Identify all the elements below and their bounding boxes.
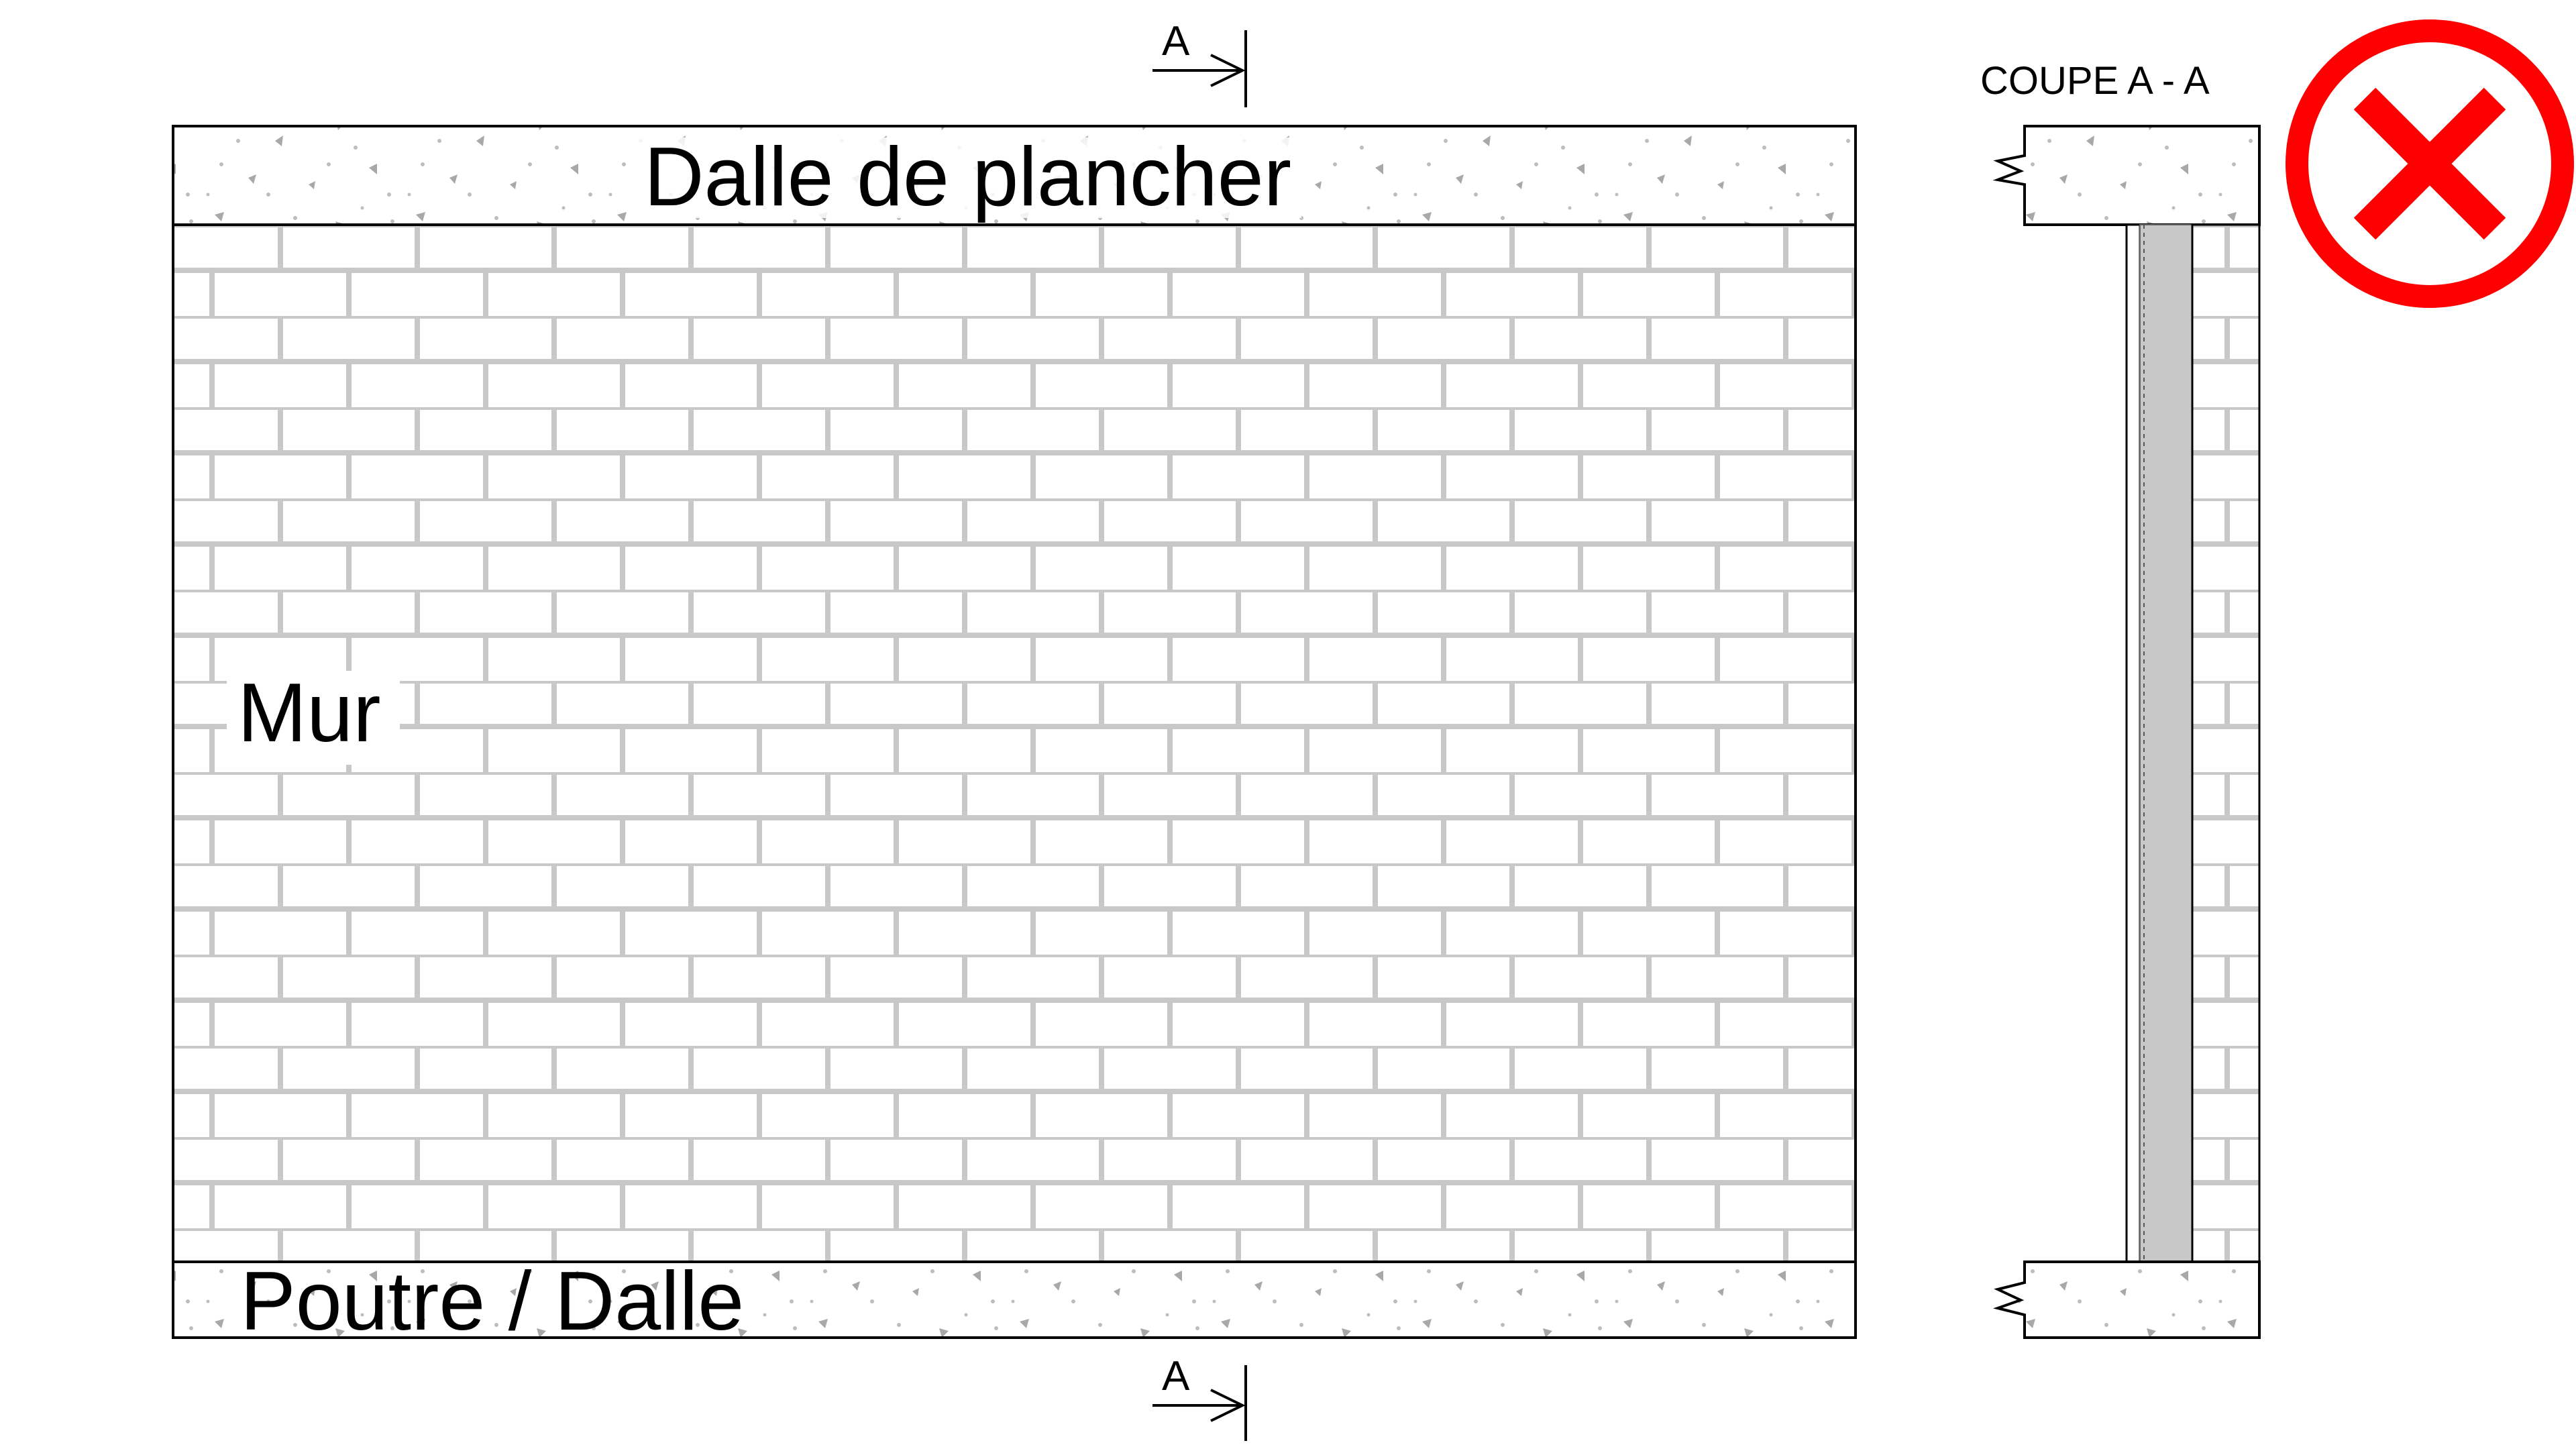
wall-label: Mur [237, 667, 381, 759]
elevation-view: Dalle de plancher Mur Poutre / Dalle [172, 125, 1857, 1348]
floor-slab-label: Dalle de plancher [644, 131, 1291, 223]
slab-label-mask [637, 138, 1301, 218]
error-cross-icon [2286, 19, 2574, 308]
section-mark-bottom-letter: A [1162, 1353, 1190, 1399]
section-mark-top-letter: A [1162, 18, 1190, 64]
wall-label-mask [227, 671, 400, 765]
section-top-slab [1992, 125, 2261, 226]
section-brick [2191, 223, 2261, 1263]
beam-slab [172, 1260, 1857, 1339]
brick-wall [172, 223, 1857, 1263]
section-marker-top: A [1152, 18, 1247, 107]
section-bottom-slab [1993, 1260, 2261, 1339]
section-marker-bottom: A [1152, 1353, 1247, 1441]
section-insulation [2139, 224, 2193, 1263]
section-title: COUPE A - A [1980, 59, 2210, 103]
section-plaster-line [2125, 223, 2141, 1263]
section-view: COUPE A - A [1980, 59, 2261, 1339]
beam-slab-label: Poutre / Dalle [240, 1255, 744, 1348]
